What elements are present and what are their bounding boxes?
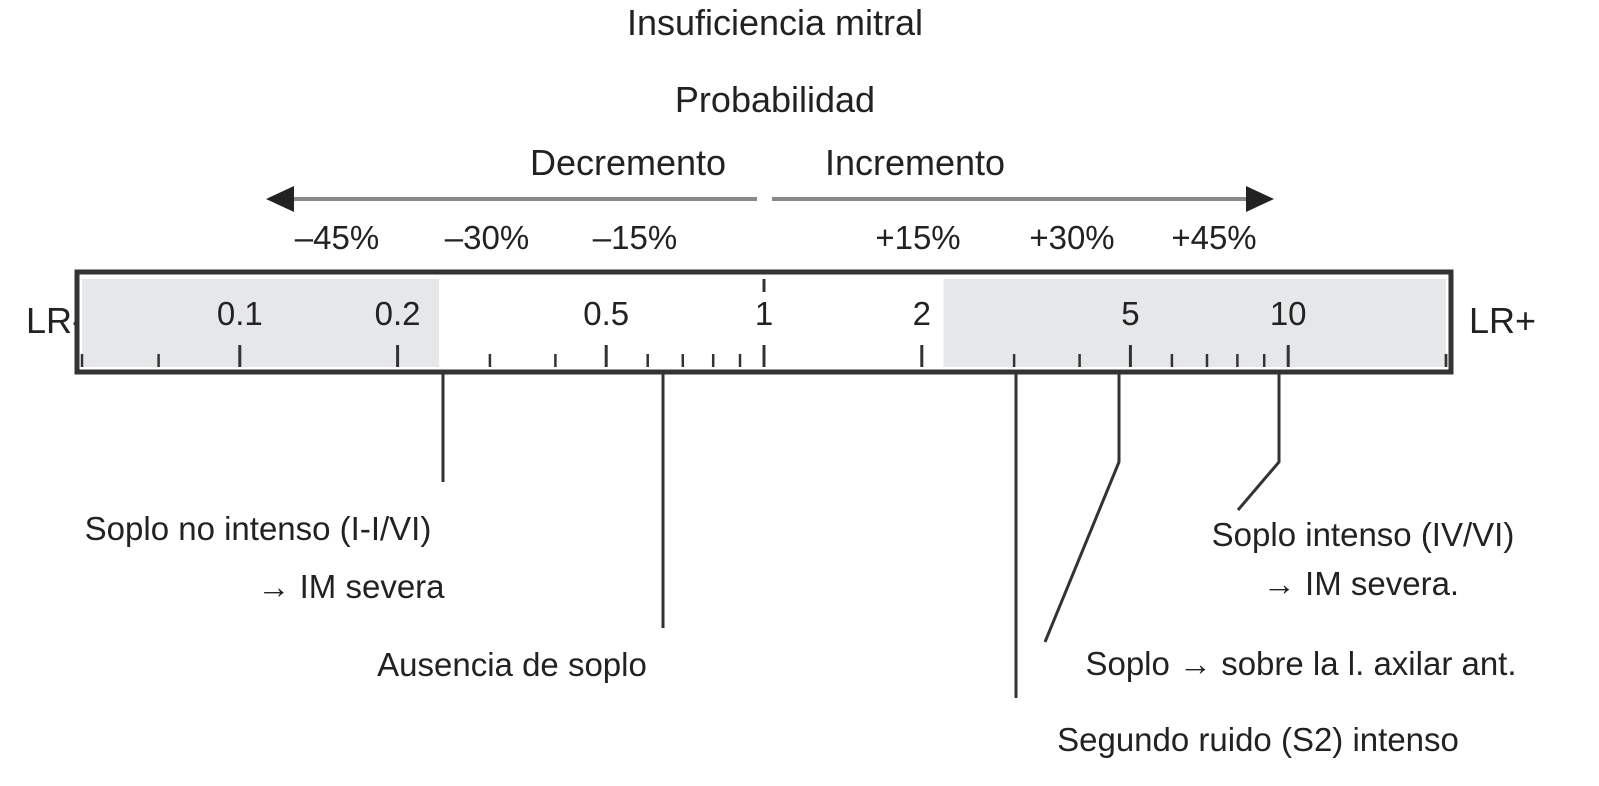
leader-soplo-intenso [1236,372,1281,511]
tick-label-0-2: 0.2 [375,295,421,332]
percent-label-minus-15: –15% [593,219,677,256]
finding-ausencia-soplo: Ausencia de soplo [377,646,647,683]
tick-label-10: 10 [1270,295,1307,332]
shaded-band-right [943,279,1446,367]
scale-ticks [80,279,1448,367]
decrease-arrow [266,186,757,212]
tick-label-0-1: 0.1 [217,295,263,332]
finding-segundo-ruido: Segundo ruido (S2) intenso [1057,721,1459,758]
percent-label-plus-30: +30% [1029,219,1114,256]
finding-soplo-intenso-line2: → IM severa. [1263,565,1459,602]
diagram-subtitle: Probabilidad [675,79,875,120]
tick-label-0-5: 0.5 [583,295,629,332]
tick-label-1: 1 [755,295,773,332]
diagram-title: Insuficiencia mitral [627,2,923,43]
percent-label-minus-45: –45% [295,219,379,256]
lr-plus-label: LR+ [1469,300,1536,341]
finding-soplo-no-intenso-line2: → IM severa [257,568,445,605]
percent-label-plus-45: +45% [1171,219,1256,256]
finding-soplo-axilar: Soplo → sobre la l. axilar ant. [1085,645,1516,682]
direction-decrease: Decremento [530,142,726,183]
direction-increase: Incremento [825,142,1005,183]
leader-soplo-axilar [1043,372,1121,643]
tick-label-2: 2 [913,295,931,332]
percent-label-minus-30: –30% [445,219,529,256]
lr-minus-label: LR- [26,300,84,341]
shaded-band-left [82,279,440,367]
finding-soplo-no-intenso-line1: Soplo no intenso (I-I/VI) [85,510,432,547]
increase-arrow [772,186,1274,212]
percent-label-plus-15: +15% [875,219,960,256]
lr-scale-bar: 0.1 0.2 0.5 1 2 5 10 [74,269,1454,375]
tick-label-5: 5 [1121,295,1139,332]
finding-soplo-intenso-line1: Soplo intenso (IV/VI) [1212,516,1515,553]
